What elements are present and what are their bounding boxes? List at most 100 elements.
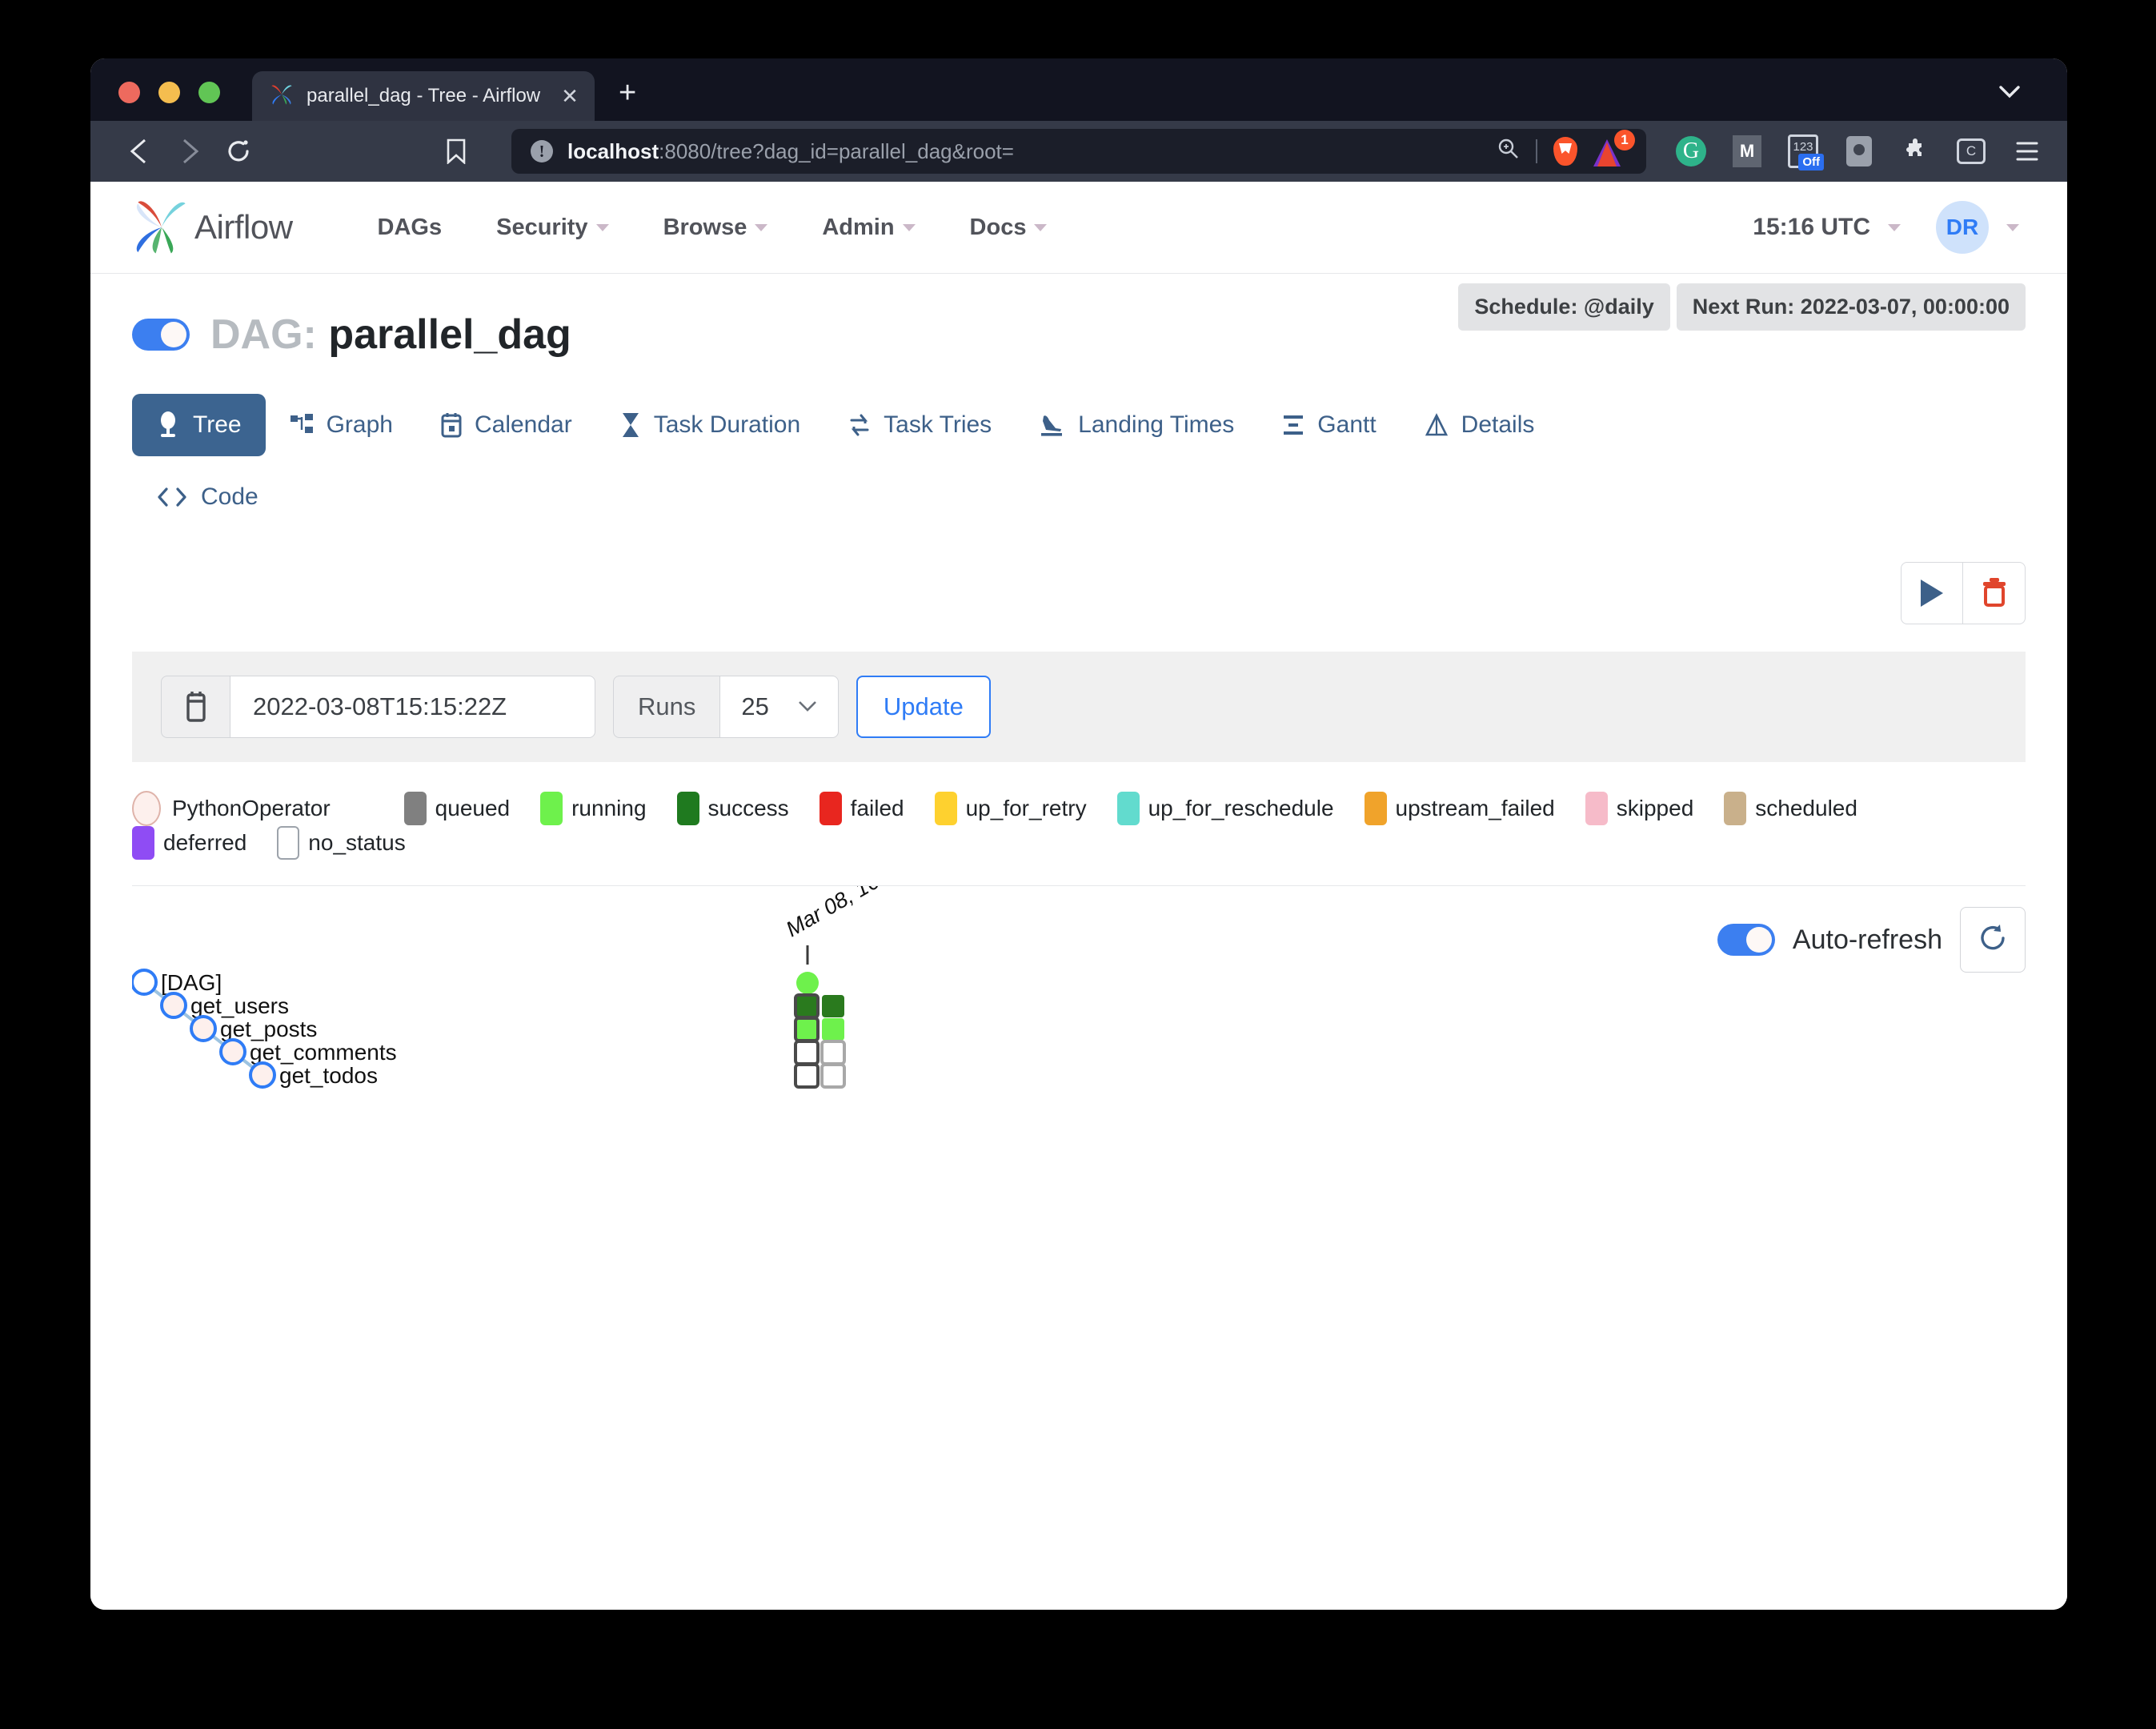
bat-rewards-icon[interactable]: 1 bbox=[1593, 130, 1635, 166]
url-text: localhost:8080/tree?dag_id=parallel_dag&… bbox=[567, 138, 1014, 163]
status-swatch bbox=[1724, 792, 1747, 825]
zoom-icon[interactable] bbox=[1497, 138, 1520, 166]
numbers-extension-icon[interactable]: 123 Off bbox=[1787, 134, 1824, 170]
chevron-down-icon[interactable] bbox=[1888, 223, 1901, 231]
legend-item-up-for-reschedule: up_for_reschedule bbox=[1116, 792, 1334, 825]
page-content: Schedule: @daily Next Run: 2022-03-07, 0… bbox=[90, 274, 2067, 1567]
chevron-down-icon[interactable] bbox=[1998, 80, 2021, 105]
status-swatch bbox=[540, 792, 563, 825]
extensions-tray: G M 123 Off C bbox=[1675, 134, 2043, 170]
brave-shields-icon[interactable] bbox=[1553, 137, 1577, 166]
chevron-down-icon[interactable] bbox=[2006, 223, 2019, 231]
tab-gantt[interactable]: Gantt bbox=[1258, 394, 1400, 456]
maximize-window-button[interactable] bbox=[198, 82, 220, 103]
forward-icon[interactable] bbox=[164, 126, 214, 176]
tree-icon bbox=[156, 411, 180, 439]
svg-text:get_posts: get_posts bbox=[220, 1017, 317, 1041]
run-date-label: Mar 08, 16:15 bbox=[782, 886, 910, 941]
utc-clock[interactable]: 15:16 UTC bbox=[1753, 214, 1870, 240]
nav-browse[interactable]: Browse bbox=[636, 215, 795, 241]
svg-text:[DAG]: [DAG] bbox=[161, 970, 222, 995]
url-bar[interactable]: ! localhost:8080/tree?dag_id=parallel_da… bbox=[511, 129, 1646, 174]
base-date-input[interactable] bbox=[230, 676, 595, 738]
legend-operator: PythonOperator bbox=[132, 791, 331, 826]
minimize-window-button[interactable] bbox=[158, 82, 180, 103]
legend-item-no-status: no_status bbox=[277, 826, 406, 860]
airflow-navbar: Airflow DAGs Security Browse Admin Docs … bbox=[90, 182, 2067, 274]
next-run-badge: Next Run: 2022-03-07, 00:00:00 bbox=[1676, 283, 2026, 331]
num-runs-value: 25 bbox=[741, 692, 769, 720]
avatar[interactable]: DR bbox=[1936, 201, 1989, 254]
operator-circle-icon bbox=[132, 791, 161, 826]
puzzle-extensions-icon[interactable] bbox=[1899, 135, 1931, 167]
back-icon[interactable] bbox=[114, 126, 164, 176]
schedule-badge: Schedule: @daily bbox=[1458, 283, 1670, 331]
site-info-warning-icon[interactable]: ! bbox=[531, 140, 553, 162]
chevron-down-icon bbox=[798, 696, 817, 718]
legend-operator-label: PythonOperator bbox=[172, 796, 331, 820]
auto-refresh-row: Auto-refresh bbox=[1717, 907, 2026, 973]
tab-details[interactable]: Details bbox=[1401, 394, 1559, 456]
dag-name-label: parallel_dag bbox=[328, 311, 571, 358]
tab-code[interactable]: Code bbox=[132, 466, 283, 528]
airflow-page: Airflow DAGs Security Browse Admin Docs … bbox=[90, 182, 2067, 1610]
tab-calendar[interactable]: Calendar bbox=[417, 394, 596, 456]
screenshot-extension-icon[interactable] bbox=[1843, 135, 1875, 167]
refresh-button[interactable] bbox=[1960, 907, 2026, 973]
bookmark-icon[interactable] bbox=[431, 126, 481, 176]
status-swatch bbox=[676, 792, 699, 825]
num-runs-select[interactable]: 25 bbox=[719, 676, 839, 738]
nav-admin[interactable]: Admin bbox=[795, 215, 942, 241]
update-button[interactable]: Update bbox=[856, 676, 991, 738]
dag-pause-toggle[interactable] bbox=[132, 319, 190, 351]
new-tab-button[interactable]: + bbox=[618, 76, 637, 110]
tab-task-tries[interactable]: Task Tries bbox=[824, 394, 1016, 456]
airflow-main-menu: DAGs Security Browse Admin Docs bbox=[351, 215, 1075, 241]
tab-landing-times[interactable]: Landing Times bbox=[1016, 394, 1258, 456]
mail-extension-icon[interactable]: M bbox=[1731, 135, 1763, 167]
auto-refresh-label: Auto-refresh bbox=[1792, 924, 1942, 955]
retry-icon bbox=[848, 412, 871, 438]
wallet-extension-icon[interactable]: C bbox=[1955, 135, 1987, 167]
page-title: DAG: parallel_dag bbox=[210, 311, 571, 359]
status-swatch bbox=[819, 792, 842, 825]
grammarly-extension-icon[interactable]: G bbox=[1675, 135, 1707, 167]
tab-graph[interactable]: Graph bbox=[266, 394, 417, 456]
browser-tab-title: parallel_dag - Tree - Airflow bbox=[307, 85, 541, 106]
trigger-dag-button[interactable] bbox=[1901, 562, 1963, 624]
chevron-down-icon bbox=[902, 223, 916, 231]
delete-dag-button[interactable] bbox=[1963, 562, 2026, 624]
status-swatch bbox=[934, 792, 957, 825]
nav-security[interactable]: Security bbox=[469, 215, 635, 241]
browser-menu-icon[interactable] bbox=[2011, 135, 2043, 167]
landing-icon bbox=[1040, 413, 1065, 437]
tab-label: Gantt bbox=[1317, 411, 1377, 438]
tab-tree[interactable]: Tree bbox=[132, 394, 266, 456]
calendar-icon[interactable] bbox=[161, 676, 230, 738]
tab-task-duration[interactable]: Task Duration bbox=[596, 394, 824, 456]
svg-text:get_todos: get_todos bbox=[279, 1063, 378, 1088]
status-swatch bbox=[1585, 792, 1608, 825]
dag-title-row: DAG: parallel_dag bbox=[132, 274, 2026, 359]
legend-item-upstream-failed: upstream_failed bbox=[1364, 792, 1555, 825]
reload-icon[interactable] bbox=[214, 126, 263, 176]
status-swatch bbox=[277, 826, 300, 860]
legend-item-queued: queued bbox=[403, 792, 510, 825]
nav-dags[interactable]: DAGs bbox=[377, 214, 443, 240]
auto-refresh-toggle[interactable] bbox=[1717, 924, 1775, 956]
airflow-logo[interactable]: Airflow bbox=[132, 198, 293, 257]
close-tab-icon[interactable]: ✕ bbox=[561, 84, 579, 108]
status-legend: PythonOperator queued running success fa… bbox=[132, 762, 2026, 886]
browser-tab[interactable]: parallel_dag - Tree - Airflow ✕ bbox=[252, 71, 595, 121]
browser-tabstrip: parallel_dag - Tree - Airflow ✕ + bbox=[90, 58, 2067, 121]
graph-icon bbox=[290, 413, 314, 437]
details-icon bbox=[1425, 413, 1449, 437]
close-window-button[interactable] bbox=[118, 82, 140, 103]
tree-filter-bar: Runs 25 Update bbox=[132, 652, 2026, 762]
nav-docs[interactable]: Docs bbox=[943, 215, 1075, 241]
dag-view-tabs: Tree Graph Calendar bbox=[132, 394, 2026, 456]
tab-label: Details bbox=[1461, 411, 1535, 438]
legend-item-scheduled: scheduled bbox=[1724, 792, 1857, 825]
bat-badge-count: 1 bbox=[1614, 130, 1635, 150]
code-tab-row: Code bbox=[132, 466, 2026, 528]
